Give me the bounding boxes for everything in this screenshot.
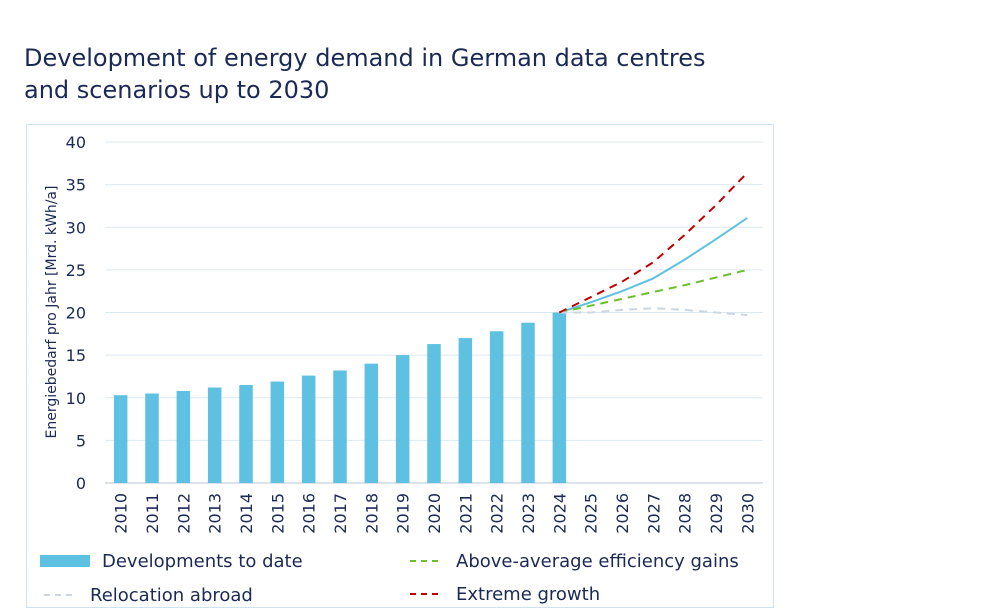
bar-2019 [395,355,410,483]
series-line-extreme-growth [558,172,749,314]
legend-item-extreme: Extreme growth [406,582,600,606]
x-tick-label-2025: 2025 [582,493,601,534]
chart-title-line-1: Development of energy demand in German d… [24,44,706,72]
x-tick-label-2014: 2014 [237,493,256,534]
x-tick-label-2027: 2027 [644,493,663,534]
bar-2020 [427,344,441,483]
bar-2014 [239,384,253,483]
x-tick-label-2018: 2018 [362,493,381,534]
x-tick-label-2015: 2015 [268,493,287,534]
series-line-above-average-efficiency-gains [559,268,748,314]
x-tick-label-2020: 2020 [425,493,444,534]
bar-2024 [552,312,567,483]
legend-label-extreme: Extreme growth [456,583,601,605]
y-tick-label-10: 10 [66,389,86,408]
legend-swatch-efficiency [410,560,438,562]
y-tick-label-35: 35 [66,176,86,195]
y-tick-label-0: 0 [76,474,86,493]
legend-label-efficiency: Above-average efficiency gains [456,550,739,572]
bar-2022 [489,331,504,483]
legend-swatch-developments [40,555,90,567]
x-tick-label-2030: 2030 [738,493,757,534]
bar-series [113,312,567,483]
x-tick-label-2022: 2022 [488,493,507,534]
chart-title: Development of energy demand in German d… [24,42,784,106]
y-tick-label-20: 20 [66,304,86,323]
x-tick-label-2012: 2012 [174,493,193,534]
bar-2010 [113,395,128,483]
legend-swatch-relocation [44,594,72,596]
x-tick-label-2017: 2017 [331,493,350,534]
x-tick-label-2011: 2011 [143,493,162,534]
x-tick-label-2024: 2024 [550,493,569,534]
series-line-relocation-abroad [559,307,748,317]
y-tick-label-15: 15 [66,346,86,365]
x-tick-label-2021: 2021 [456,493,475,534]
y-axis-label: Energiebedarf pro Jahr [Mrd. kWh/a] [44,186,60,439]
legend-label-developments: Developments to date [102,550,303,572]
legend-item-efficiency: Above-average efficiency gains [406,549,739,573]
bar-2013 [207,387,222,483]
x-tick-label-2026: 2026 [613,493,632,534]
legend-label-relocation: Relocation abroad [90,584,253,606]
legend-item-relocation: Relocation abroad [40,583,253,607]
bar-2012 [176,390,191,483]
x-tick-label-2016: 2016 [300,493,319,534]
chart-title-line-2: and scenarios up to 2030 [24,76,330,104]
bar-2023 [521,322,535,483]
y-tick-label-30: 30 [66,218,86,237]
bar-2011 [145,393,159,483]
chart-frame [26,124,774,608]
series-line-reference-scenario [558,217,748,314]
legend-item-developments: Developments to date [40,549,303,573]
y-tick-label-25: 25 [66,261,86,280]
y-tick-label-5: 5 [76,431,86,450]
legend-swatch-extreme [410,593,438,595]
line-series [558,172,749,317]
x-tick-label-2010: 2010 [112,493,131,534]
bar-2016 [301,375,316,483]
bar-2021 [458,338,473,483]
x-tick-label-2028: 2028 [676,493,695,534]
x-tick-label-2023: 2023 [519,493,538,534]
bar-2017 [333,370,347,483]
bar-2018 [364,363,379,483]
x-tick-label-2019: 2019 [394,493,413,534]
x-tick-label-2029: 2029 [707,493,726,534]
bar-2015 [270,381,285,483]
x-tick-label-2013: 2013 [206,493,225,534]
y-tick-label-40: 40 [66,133,86,152]
